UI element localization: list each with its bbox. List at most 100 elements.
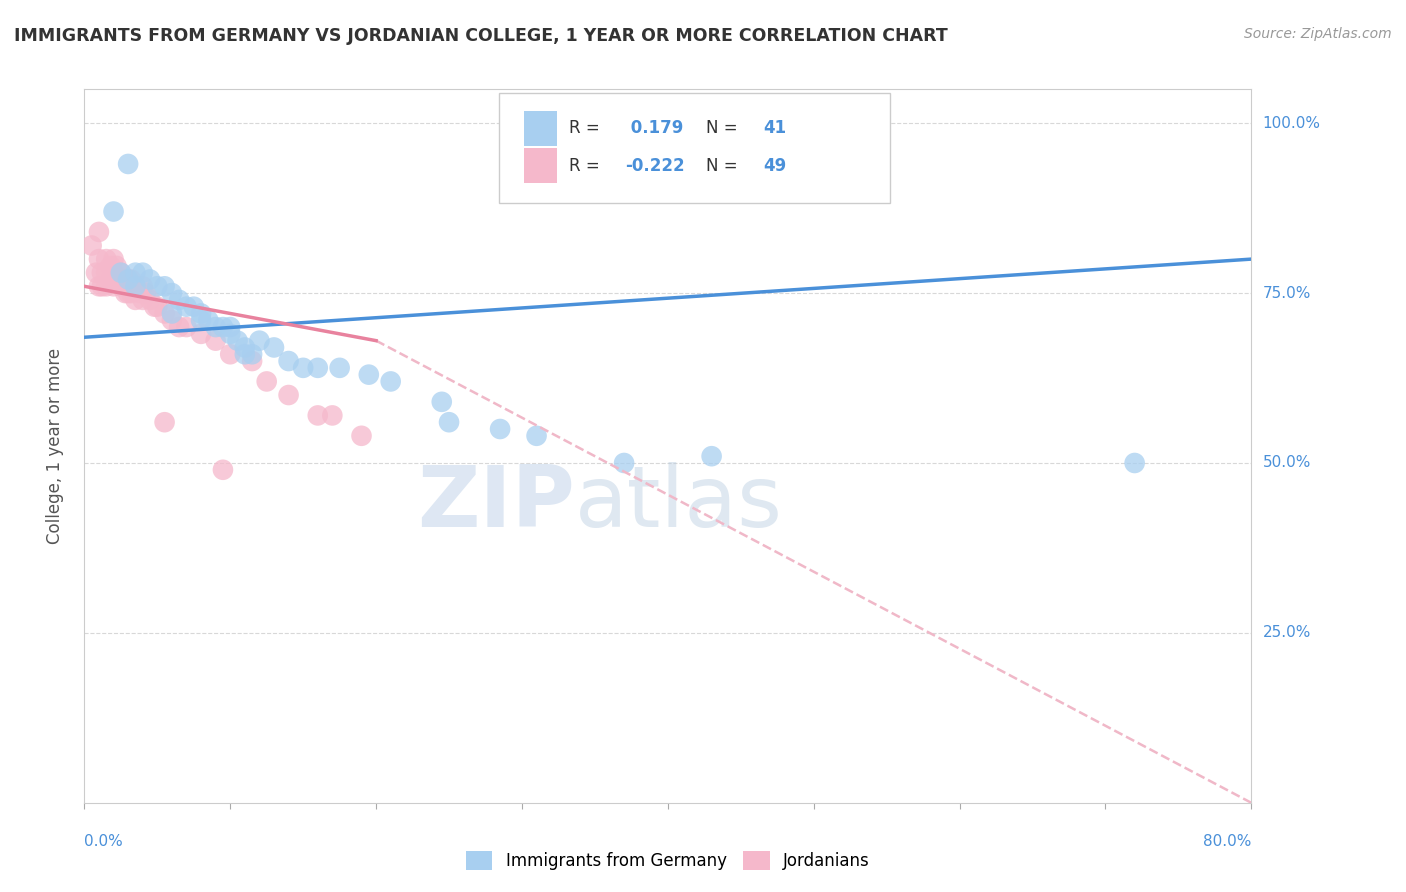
Point [437, 415, 460, 429]
Point [176, 300, 198, 314]
Text: 75.0%: 75.0% [1263, 285, 1310, 301]
Text: atlas: atlas [575, 461, 783, 545]
Point [87, 279, 110, 293]
Point [153, 306, 176, 320]
Point [96, 279, 118, 293]
Text: 49: 49 [763, 157, 787, 175]
Point [190, 326, 212, 341]
Point [219, 347, 242, 361]
Point [263, 341, 285, 355]
Text: 25.0%: 25.0% [1263, 625, 1310, 640]
Text: ZIP: ZIP [416, 461, 575, 545]
Point [135, 286, 157, 301]
Point [103, 252, 125, 266]
Point [357, 368, 380, 382]
Point [233, 347, 256, 361]
Point [197, 313, 219, 327]
Text: 0.179: 0.179 [624, 120, 683, 137]
Point [105, 259, 128, 273]
Point [100, 259, 122, 273]
Point [117, 272, 139, 286]
Point [613, 456, 636, 470]
Text: Source: ZipAtlas.com: Source: ZipAtlas.com [1244, 27, 1392, 41]
Point [139, 272, 162, 286]
Point [160, 313, 183, 327]
Point [153, 415, 176, 429]
Point [120, 286, 142, 301]
Point [153, 279, 176, 293]
Point [117, 286, 139, 301]
Point [143, 300, 166, 314]
Point [329, 360, 352, 375]
Point [87, 252, 110, 266]
Point [380, 375, 402, 389]
Point [1123, 456, 1146, 470]
Point [700, 449, 723, 463]
Text: 41: 41 [763, 120, 787, 137]
FancyBboxPatch shape [524, 148, 557, 184]
FancyBboxPatch shape [499, 93, 890, 203]
Point [307, 360, 329, 375]
Point [139, 293, 162, 307]
Point [277, 354, 299, 368]
Point [110, 279, 132, 293]
Point [84, 266, 107, 280]
Point [212, 463, 235, 477]
Point [124, 293, 146, 307]
Text: R =: R = [568, 120, 605, 137]
Point [132, 266, 155, 280]
Point [105, 272, 128, 286]
Point [526, 429, 548, 443]
Point [146, 300, 169, 314]
Point [160, 286, 183, 301]
Point [124, 279, 146, 293]
Point [124, 279, 146, 293]
Point [90, 266, 112, 280]
Point [321, 409, 343, 423]
Point [204, 334, 226, 348]
Point [190, 306, 212, 320]
Point [307, 409, 329, 423]
Legend: Immigrants from Germany, Jordanians: Immigrants from Germany, Jordanians [458, 844, 877, 877]
Point [117, 272, 139, 286]
Point [350, 429, 373, 443]
Point [430, 394, 453, 409]
Point [90, 279, 112, 293]
Point [87, 225, 110, 239]
Point [103, 279, 125, 293]
Point [167, 320, 190, 334]
Point [167, 293, 190, 307]
Point [233, 341, 256, 355]
Text: N =: N = [706, 120, 744, 137]
Y-axis label: College, 1 year or more: College, 1 year or more [45, 348, 63, 544]
Text: 0.0%: 0.0% [84, 834, 124, 849]
Text: IMMIGRANTS FROM GERMANY VS JORDANIAN COLLEGE, 1 YEAR OR MORE CORRELATION CHART: IMMIGRANTS FROM GERMANY VS JORDANIAN COL… [14, 27, 948, 45]
Point [103, 266, 125, 280]
Point [114, 272, 136, 286]
Point [103, 204, 125, 219]
Point [96, 252, 118, 266]
Point [128, 286, 150, 301]
Point [110, 266, 132, 280]
Point [96, 266, 118, 280]
Point [219, 320, 242, 334]
Point [114, 286, 136, 301]
Point [240, 354, 263, 368]
Point [204, 320, 226, 334]
Point [110, 266, 132, 280]
Point [212, 320, 235, 334]
Point [219, 326, 242, 341]
Point [117, 157, 139, 171]
Point [132, 293, 155, 307]
FancyBboxPatch shape [524, 111, 557, 146]
Point [256, 375, 278, 389]
Point [190, 313, 212, 327]
Text: 100.0%: 100.0% [1263, 116, 1320, 131]
Text: N =: N = [706, 157, 744, 175]
Point [240, 347, 263, 361]
Point [176, 320, 198, 334]
Point [100, 272, 122, 286]
Point [124, 266, 146, 280]
Text: R =: R = [568, 157, 605, 175]
Point [120, 272, 142, 286]
